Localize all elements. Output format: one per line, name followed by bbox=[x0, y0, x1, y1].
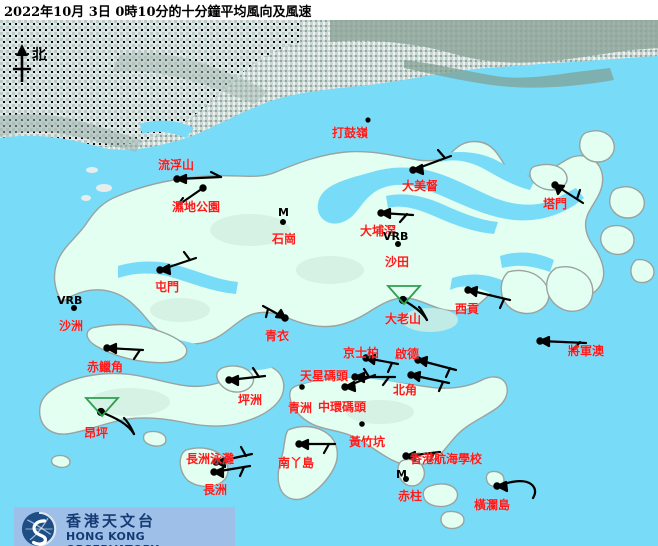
wind-barb-tai-po-kau[interactable] bbox=[377, 207, 415, 224]
station-label-tai-po-kau[interactable]: 大埔滘 bbox=[360, 224, 397, 238]
terrain-shading-layer bbox=[90, 214, 458, 424]
wind-barb-wetland-park[interactable] bbox=[175, 184, 207, 208]
station-label-stanley[interactable]: 赤柱 bbox=[398, 489, 423, 503]
map-graphics bbox=[0, 20, 658, 546]
wind-barb-sai-kung[interactable] bbox=[464, 285, 512, 310]
station-dot-shek-kong bbox=[280, 219, 286, 225]
station-label-kai-tak[interactable]: 啟德 bbox=[395, 347, 420, 361]
station-dot-ta-kwu-ling bbox=[365, 117, 371, 123]
station-dot-stanley bbox=[403, 476, 409, 482]
station-label-tsing-yi[interactable]: 青衣 bbox=[265, 329, 290, 343]
wind-barb-tseung-kwan-o[interactable] bbox=[536, 335, 588, 352]
station-label-sha-tin[interactable]: 沙田 bbox=[385, 255, 410, 269]
hk-landmass-layer bbox=[53, 140, 605, 345]
station-label-lamma-island[interactable]: 南丫島 bbox=[278, 456, 315, 470]
station-label-kings-park[interactable]: 京士柏 bbox=[343, 346, 380, 360]
wind-barb-hk-sea-school[interactable] bbox=[402, 450, 442, 463]
wind-barb-kings-park[interactable] bbox=[362, 353, 400, 374]
station-label-tseung-kwan-o[interactable]: 將軍澳 bbox=[568, 344, 605, 358]
vrb-flag-sha-chau: VRB bbox=[57, 294, 83, 307]
wind-barb-chek-lap-kok[interactable] bbox=[103, 342, 145, 361]
station-label-peng-chau[interactable]: 坪洲 bbox=[238, 393, 263, 407]
station-label-cheung-chau[interactable]: 長洲 bbox=[203, 483, 228, 497]
station-label-chek-lap-kok[interactable]: 赤鱲角 bbox=[87, 360, 124, 374]
hko-swirl-emblem bbox=[21, 511, 57, 546]
missing-flag-stanley: M bbox=[396, 468, 407, 481]
hko-logo-english: HONG KONG OBSERVATORY bbox=[66, 530, 159, 546]
wind-barb-lau-fau-shan[interactable] bbox=[173, 170, 223, 185]
station-label-star-ferry[interactable]: 天星碼頭 bbox=[300, 369, 349, 383]
wind-barb-cheung-chau[interactable] bbox=[210, 464, 252, 479]
wind-barb-north-point[interactable] bbox=[407, 370, 451, 393]
station-label-lau-fau-shan[interactable]: 流浮山 bbox=[158, 158, 195, 172]
station-label-sha-chau[interactable]: 沙洲 bbox=[59, 319, 84, 333]
station-dot-green-island bbox=[299, 384, 305, 390]
station-label-tap-mun[interactable]: 塔門 bbox=[543, 197, 568, 211]
vrb-flag-sha-tin: VRB bbox=[383, 230, 409, 243]
station-label-waglan-island[interactable]: 橫瀾島 bbox=[474, 498, 511, 512]
map-canvas[interactable]: 北 打鼓嶺 流浮山 濕地公園 石崗 M 大美督 塔門 大埔滘 VRB 沙田 屯門… bbox=[0, 20, 658, 546]
station-label-central-pier[interactable]: 中環碼頭 bbox=[318, 400, 367, 414]
station-label-wong-chuk-hang[interactable]: 黃竹坑 bbox=[349, 435, 386, 449]
wind-barb-kai-tak[interactable] bbox=[414, 355, 458, 379]
station-label-cheung-chau-beach[interactable]: 長洲泳灘 bbox=[186, 452, 235, 466]
station-label-hk-sea-school[interactable]: 香港航海學校 bbox=[410, 452, 483, 466]
page-title: 2022年10月 3日 0時10分的十分鐘平均風向及風速 bbox=[4, 5, 312, 20]
station-dot-sha-tin bbox=[395, 241, 401, 247]
missing-flag-shek-kong: M bbox=[278, 206, 289, 219]
high-level-triangle-ngong-ping bbox=[83, 397, 121, 418]
station-dot-sha-chau bbox=[71, 305, 77, 311]
wind-barb-waglan-island[interactable] bbox=[493, 480, 537, 500]
wind-barb-tap-mun[interactable] bbox=[551, 181, 585, 205]
wind-barb-tai-mei-tuk[interactable] bbox=[409, 148, 453, 176]
hko-logo-chinese: 香港天文台 bbox=[66, 512, 157, 530]
wind-barb-peng-chau[interactable] bbox=[225, 366, 267, 387]
station-label-wetland-park[interactable]: 濕地公園 bbox=[172, 200, 221, 214]
station-label-shek-kong[interactable]: 石崗 bbox=[272, 232, 297, 246]
station-dot-layer bbox=[71, 117, 409, 482]
north-arrow-label: 北 bbox=[32, 47, 46, 63]
hko-logo[interactable]: 香港天文台 HONG KONG OBSERVATORY bbox=[14, 507, 235, 546]
station-label-ngong-ping[interactable]: 昂坪 bbox=[84, 426, 109, 440]
station-label-ta-kwu-ling[interactable]: 打鼓嶺 bbox=[332, 126, 369, 140]
wind-barb-central-pier[interactable] bbox=[341, 367, 377, 393]
wind-barb-tsing-yi[interactable] bbox=[261, 304, 289, 322]
wind-barb-layer bbox=[96, 148, 588, 500]
station-label-tai-mei-tuk[interactable]: 大美督 bbox=[402, 179, 439, 193]
wind-barb-tuen-mun[interactable] bbox=[156, 250, 198, 276]
station-dot-wong-chuk-hang bbox=[359, 421, 365, 427]
mainland-china-layer bbox=[0, 20, 658, 201]
station-label-sai-kung[interactable]: 西貢 bbox=[455, 302, 480, 316]
high-level-marker-layer bbox=[83, 285, 423, 418]
station-label-north-point[interactable]: 北角 bbox=[393, 383, 418, 397]
station-label-green-island[interactable]: 青洲 bbox=[288, 401, 313, 415]
station-label-tuen-mun[interactable]: 屯門 bbox=[155, 280, 180, 294]
north-arrow: 北 bbox=[6, 42, 62, 86]
high-level-triangle-tates-cairn bbox=[385, 285, 423, 306]
wind-barb-cheung-chau-beach[interactable] bbox=[212, 445, 254, 469]
station-label-tates-cairn[interactable]: 大老山 bbox=[385, 312, 422, 326]
wind-barb-lamma-island[interactable] bbox=[295, 438, 337, 455]
